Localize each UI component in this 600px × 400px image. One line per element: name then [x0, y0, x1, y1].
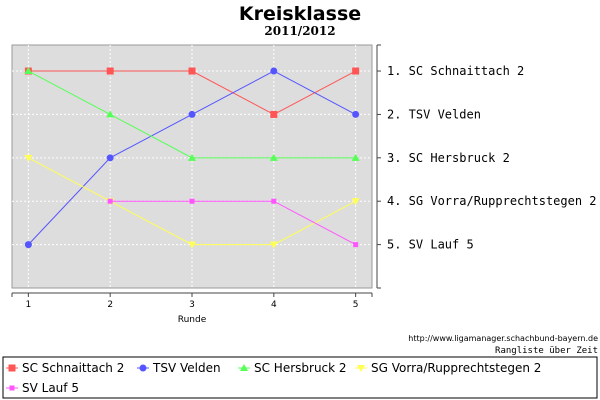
data-point [188, 110, 196, 118]
data-point [24, 241, 32, 249]
data-point [106, 110, 115, 118]
x-axis-label: Runde [178, 315, 207, 325]
series-layer [24, 67, 360, 249]
legend-marker [9, 385, 15, 391]
x-tick-label: 4 [271, 300, 277, 310]
x-tick-label: 5 [353, 300, 359, 310]
rank-label: 3. SC Hersbruck 2 [387, 151, 510, 165]
x-tick-label: 1 [25, 300, 31, 310]
legend-marker [357, 365, 365, 372]
data-point [188, 67, 196, 75]
data-point [351, 153, 360, 161]
rank-labels: 1. SC Schnaittach 2 2. TSV Velden 3. SC He… [387, 64, 597, 252]
legend-item: SG Vorra/Rupprechtstegen 2 [355, 361, 541, 375]
data-point [189, 198, 195, 204]
legend-marker [240, 364, 248, 371]
data-point [106, 67, 114, 75]
data-point [270, 67, 278, 75]
data-point [24, 154, 33, 162]
source-url: http://www.ligamanager.schachbund-bayern… [408, 334, 598, 343]
axes [11, 44, 381, 297]
data-point [188, 241, 196, 249]
x-tick-labels: 1 2 3 4 5 [25, 300, 358, 310]
legend-label: SC Schnaittach 2 [22, 361, 124, 375]
data-point [188, 153, 196, 161]
x-tick-label: 2 [107, 300, 113, 310]
series-group [24, 67, 360, 161]
chart-note: Rangliste über Zeit [495, 346, 598, 356]
chart-subtitle: 2011/2012 [264, 24, 335, 38]
legend-item: SV Lauf 5 [6, 381, 79, 395]
chart-title: Kreisklasse [239, 3, 361, 25]
data-point [351, 198, 360, 206]
data-point [353, 242, 359, 248]
legend-label: SC Hersbruck 2 [254, 361, 347, 375]
legend-marker [8, 364, 16, 372]
rank-label: 1. SC Schnaittach 2 [387, 64, 524, 78]
legend-label: SV Lauf 5 [22, 381, 79, 395]
rank-label: 5. SV Lauf 5 [387, 238, 474, 252]
data-point [271, 198, 277, 204]
data-point [269, 241, 278, 249]
data-point [24, 67, 33, 75]
legend-item: TSV Velden [137, 361, 221, 375]
data-point [107, 198, 113, 204]
legend-item: SC Hersbruck 2 [238, 361, 347, 375]
rank-label: 2. TSV Velden [387, 107, 481, 121]
legend: SC Schnaittach 2 TSV Velden SC Hersbruck 2… [6, 361, 541, 395]
legend-item: SC Schnaittach 2 [6, 361, 124, 375]
x-tick-label: 3 [189, 300, 195, 310]
legend-marker [139, 364, 147, 372]
legend-label: TSV Velden [152, 361, 221, 375]
data-point [269, 153, 278, 161]
legend-box [2, 356, 598, 399]
data-point [352, 67, 360, 75]
data-point [352, 110, 360, 118]
rank-label: 4. SG Vorra/Rupprechtstegen 2 [387, 194, 597, 208]
legend-label: SG Vorra/Rupprechtstegen 2 [371, 361, 541, 375]
data-point [106, 154, 114, 162]
data-point [270, 110, 278, 118]
series-line [110, 200, 356, 246]
series-group [107, 198, 359, 248]
